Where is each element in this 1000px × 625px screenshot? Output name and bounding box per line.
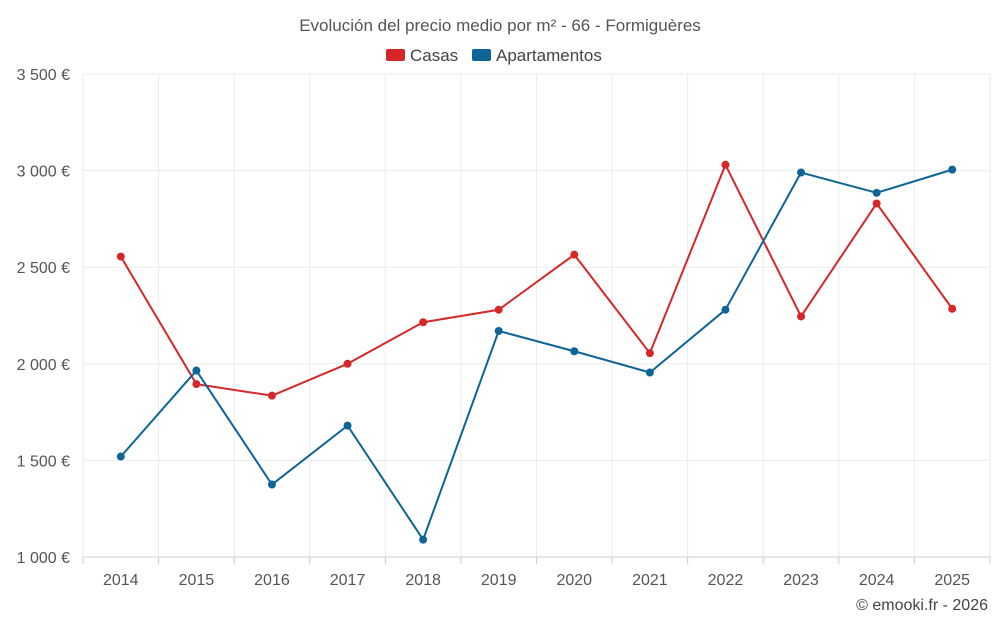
data-point-apartamentos xyxy=(192,366,201,375)
data-point-casas xyxy=(419,318,428,327)
series-group xyxy=(116,160,957,544)
grid xyxy=(82,73,991,564)
data-point-casas xyxy=(192,380,201,389)
y-axis-labels: 1 000 € 1 500 € 2 000 € 2 500 € 3 000 € 3 500… xyxy=(17,67,70,567)
x-tick-label: 2016 xyxy=(254,572,290,589)
x-tick-label: 2018 xyxy=(405,572,441,589)
data-point-casas xyxy=(948,304,957,313)
data-point-casas xyxy=(721,160,730,169)
legend-swatch-apartamentos xyxy=(472,49,491,61)
data-point-casas xyxy=(797,312,806,321)
legend: Casas Apartamentos xyxy=(386,46,602,65)
data-point-casas xyxy=(570,250,579,259)
x-tick-label: 2020 xyxy=(556,572,592,589)
data-point-casas xyxy=(267,391,276,400)
data-point-apartamentos xyxy=(872,188,881,197)
data-point-apartamentos xyxy=(721,305,730,314)
credit-text: © emooki.fr - 2026 xyxy=(856,597,988,614)
x-tick-label: 2015 xyxy=(179,572,215,589)
y-tick-label: 1 500 € xyxy=(17,453,70,470)
x-tick-label: 2022 xyxy=(708,572,744,589)
data-point-apartamentos xyxy=(494,326,503,335)
chart-title: Evolución del precio medio por m² - 66 -… xyxy=(299,16,701,35)
data-point-apartamentos xyxy=(570,347,579,356)
data-point-casas xyxy=(116,252,125,261)
y-tick-label: 1 000 € xyxy=(17,550,70,567)
data-point-apartamentos xyxy=(645,368,654,377)
data-point-casas xyxy=(494,305,503,314)
y-tick-label: 2 500 € xyxy=(17,260,70,277)
data-point-apartamentos xyxy=(267,480,276,489)
data-point-apartamentos xyxy=(419,535,428,544)
data-point-apartamentos xyxy=(116,452,125,461)
data-point-apartamentos xyxy=(948,165,957,174)
x-tick-label: 2025 xyxy=(934,572,970,589)
series-line-apartamentos xyxy=(120,168,953,541)
data-point-casas xyxy=(872,199,881,208)
legend-swatch-casas xyxy=(386,49,405,61)
y-tick-label: 2 000 € xyxy=(17,357,70,374)
x-tick-label: 2014 xyxy=(103,572,139,589)
data-point-casas xyxy=(343,359,352,368)
legend-label-apartamentos: Apartamentos xyxy=(496,46,602,65)
data-point-apartamentos xyxy=(797,168,806,177)
series-line-casas xyxy=(119,163,954,397)
y-tick-label: 3 000 € xyxy=(17,164,70,181)
data-point-apartamentos xyxy=(343,421,352,430)
x-tick-label: 2021 xyxy=(632,572,668,589)
data-point-casas xyxy=(645,349,654,358)
x-tick-label: 2019 xyxy=(481,572,517,589)
legend-label-casas: Casas xyxy=(410,46,458,65)
x-tick-label: 2024 xyxy=(859,572,895,589)
x-tick-label: 2017 xyxy=(330,572,366,589)
x-tick-label: 2023 xyxy=(783,572,819,589)
y-tick-label: 3 500 € xyxy=(17,67,70,84)
x-axis-labels: 2014 2015 2016 2017 2018 2019 2020 2021 2022 2023… xyxy=(103,572,970,589)
